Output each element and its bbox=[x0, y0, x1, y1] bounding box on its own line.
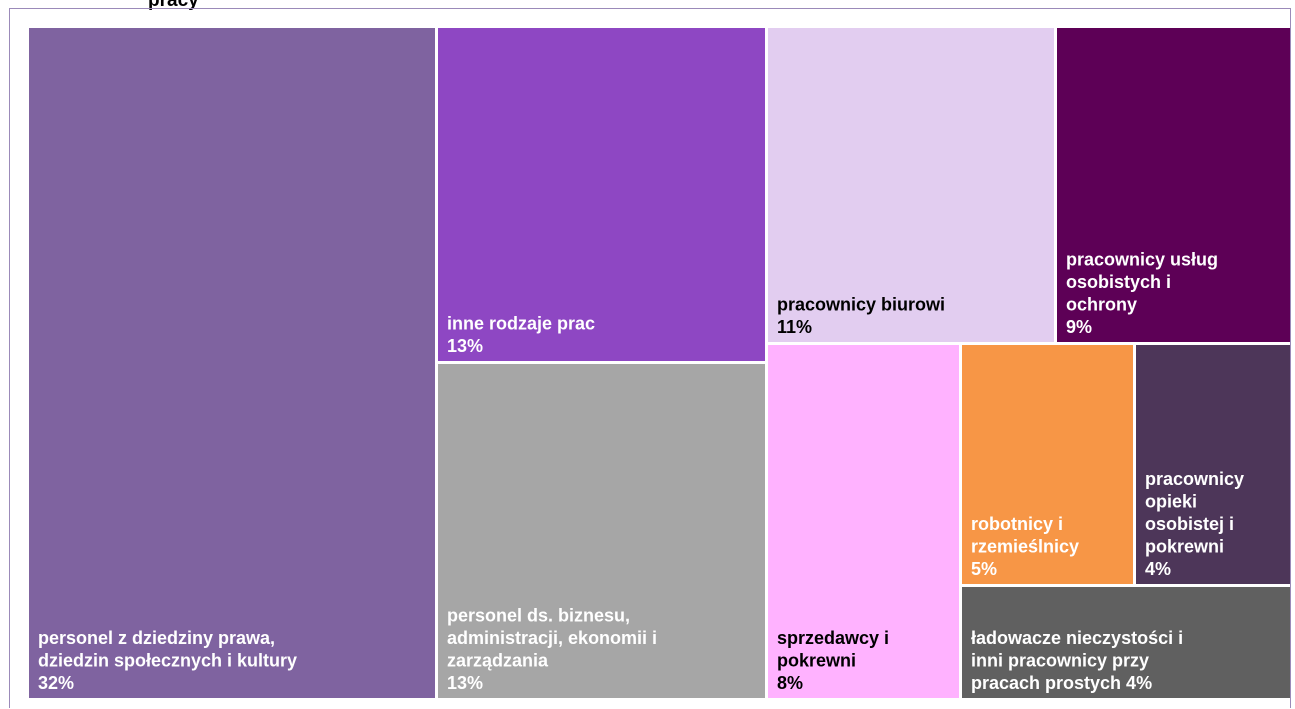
treemap-tile: ładowacze nieczystości i inni pracownicy … bbox=[962, 587, 1290, 698]
treemap-tile: pracownicy usług osobistych i ochrony 9% bbox=[1057, 28, 1290, 342]
treemap-tile-label: pracownicy usług osobistych i ochrony 9% bbox=[1066, 250, 1218, 338]
treemap-chart: personel z dziedziny prawa, dziedzin społ… bbox=[29, 28, 1290, 698]
treemap-tile-rect bbox=[768, 345, 959, 698]
treemap-tile: pracownicy biurowi 11% bbox=[768, 28, 1054, 342]
treemap-tile: inne rodzaje prac 13% bbox=[438, 28, 765, 361]
treemap-tile-rect bbox=[962, 345, 1133, 584]
treemap-tile-label: pracownicy biurowi 11% bbox=[777, 295, 945, 338]
treemap-tile: robotnicy i rzemieślnicy 5% bbox=[962, 345, 1133, 584]
treemap-tile: personel ds. biznesu, administracji, ekon… bbox=[438, 364, 765, 698]
treemap-tile-label: sprzedawcy i pokrewni 8% bbox=[777, 628, 889, 693]
treemap-tile-label: ładowacze nieczystości i inni pracownicy … bbox=[971, 628, 1183, 693]
treemap-tile-rect bbox=[768, 28, 1054, 342]
treemap-tile-rect bbox=[438, 364, 765, 698]
treemap-tile-label: robotnicy i rzemieślnicy 5% bbox=[971, 514, 1079, 579]
treemap-tile-label: personel ds. biznesu, administracji, ekon… bbox=[447, 606, 657, 694]
treemap-tile-rect bbox=[1057, 28, 1290, 342]
treemap-tile-rect bbox=[29, 28, 435, 698]
treemap-tile-rect bbox=[438, 28, 765, 361]
treemap-tile-label: inne rodzaje prac 13% bbox=[447, 314, 595, 357]
chart-title: pracy bbox=[148, 0, 199, 11]
treemap-tile-label: pracownicy opieki osobistej i pokrewni 4% bbox=[1145, 469, 1244, 579]
treemap-tile: personel z dziedziny prawa, dziedzin społ… bbox=[29, 28, 435, 698]
treemap-tile-rect bbox=[1136, 345, 1290, 584]
treemap-tile-label: personel z dziedziny prawa, dziedzin społ… bbox=[38, 628, 297, 693]
treemap-tile-rect bbox=[962, 587, 1290, 698]
treemap-tile: pracownicy opieki osobistej i pokrewni 4% bbox=[1136, 345, 1290, 584]
treemap-tile: sprzedawcy i pokrewni 8% bbox=[768, 345, 959, 698]
chart-frame: personel z dziedziny prawa, dziedzin społ… bbox=[9, 8, 1291, 708]
